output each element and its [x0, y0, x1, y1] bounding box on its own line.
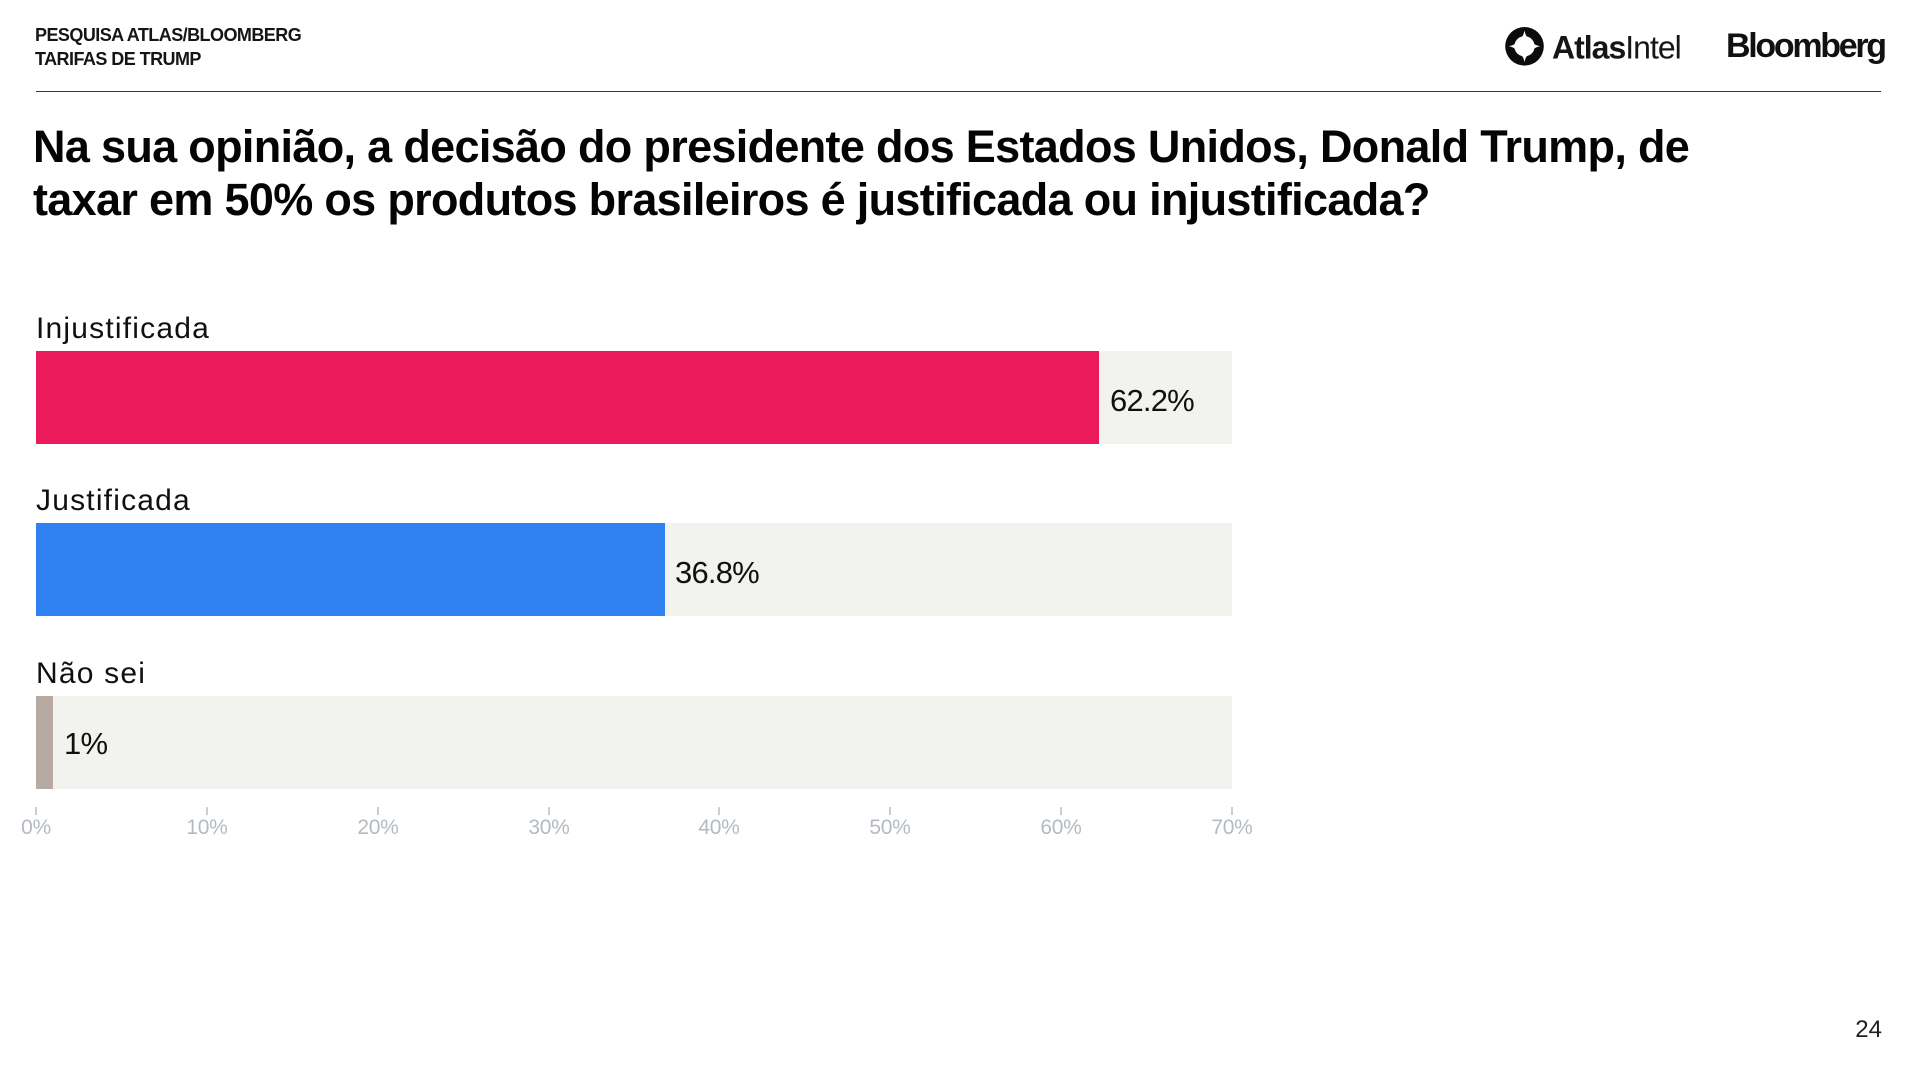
svg-text:Bloomberg: Bloomberg	[1726, 27, 1885, 65]
svg-text:AtlasIntel: AtlasIntel	[1552, 30, 1681, 66]
